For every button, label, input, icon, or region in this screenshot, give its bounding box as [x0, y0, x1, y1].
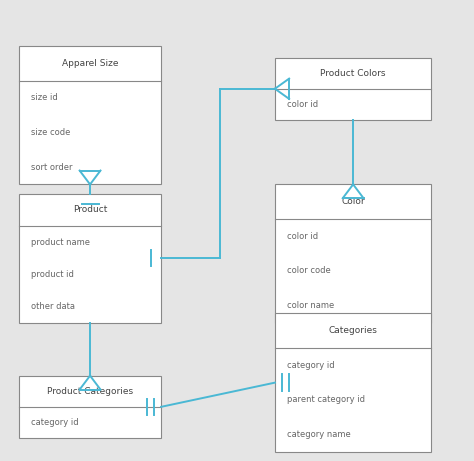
Text: product id: product id: [31, 270, 73, 279]
Text: sort order: sort order: [31, 163, 73, 171]
Text: parent category id: parent category id: [287, 396, 365, 404]
Text: Color: Color: [341, 197, 365, 206]
Bar: [19, 46, 161, 184]
Text: category name: category name: [287, 430, 350, 439]
Bar: [275, 184, 431, 323]
Text: Apparel Size: Apparel Size: [62, 59, 118, 68]
Bar: [19, 376, 161, 438]
Bar: [275, 313, 431, 452]
Text: category id: category id: [287, 361, 334, 370]
Bar: [19, 194, 161, 323]
Text: color name: color name: [287, 301, 334, 310]
Text: Categories: Categories: [328, 326, 378, 335]
Text: color id: color id: [287, 100, 318, 109]
Bar: [275, 58, 431, 120]
Text: color id: color id: [287, 232, 318, 241]
Text: Product Colors: Product Colors: [320, 69, 386, 78]
Text: category id: category id: [31, 418, 78, 427]
Text: Product Categories: Product Categories: [47, 387, 133, 396]
Text: Product: Product: [73, 205, 107, 214]
Text: color code: color code: [287, 266, 330, 275]
Text: product name: product name: [31, 237, 90, 247]
Text: other data: other data: [31, 302, 75, 311]
Text: size id: size id: [31, 94, 57, 102]
Text: size code: size code: [31, 128, 70, 137]
